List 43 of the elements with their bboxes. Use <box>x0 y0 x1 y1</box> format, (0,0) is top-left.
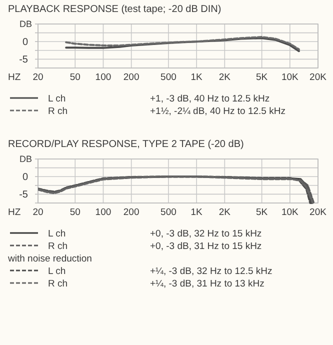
x-axis-title: HZ <box>8 207 21 218</box>
legend-label: R ch <box>48 106 68 117</box>
x-tick-label: 2K <box>218 72 232 83</box>
y-tick-label: 0 <box>22 37 28 48</box>
x-tick-label: 500 <box>160 207 176 218</box>
chart-title: RECORD/PLAY RESPONSE, TYPE 2 TAPE (-20 dB) <box>8 139 244 150</box>
legend-label: L ch <box>48 228 66 240</box>
x-tick-label: 20K <box>310 207 328 218</box>
chart-title: PLAYBACK RESPONSE (test tape; -20 dB DIN) <box>8 4 222 15</box>
legend-label: L ch <box>48 94 66 104</box>
x-tick-label: 50 <box>70 207 80 218</box>
text: +0, -3 dB, 32 Hz to 15 kHz <box>150 228 262 240</box>
x-tick-label: 10K <box>281 207 300 218</box>
text: +1, -3 dB, 40 Hz to 12.5 kHz <box>150 94 270 104</box>
x-axis-title: HZ <box>8 72 21 83</box>
x-tick-label: 1K <box>190 207 204 218</box>
x-tick-label: 100 <box>95 207 112 218</box>
x-tick-label: 50 <box>70 72 80 83</box>
x-tick-label: 100 <box>95 72 112 83</box>
y-axis-title: DB <box>19 154 32 164</box>
x-tick-label: 2K <box>218 207 232 218</box>
text: with noise reduction <box>7 254 92 264</box>
y-axis-title: DB <box>19 19 32 30</box>
text: +¼, -3 dB, 31 Hz to 13 kHz <box>150 278 265 290</box>
y-tick-label: 0 <box>22 172 28 184</box>
text: +1½, -2¼ dB, 40 Hz to 12.5 kHz <box>150 106 286 117</box>
text: +0, -3 dB, 31 Hz to 15 kHz <box>150 241 262 252</box>
x-tick-label: 5K <box>256 207 268 218</box>
x-tick-label: 20 <box>32 72 44 83</box>
legend-label: R ch <box>48 241 68 252</box>
legend-label: R ch <box>48 278 68 290</box>
y-tick-label: -5 <box>19 190 28 201</box>
y-tick-label: -5 <box>19 54 28 66</box>
x-tick-label: 5K <box>256 72 268 83</box>
text: +¼, -3 dB, 32 Hz to 12.5 kHz <box>150 266 272 277</box>
x-tick-label: 200 <box>123 207 140 218</box>
x-tick-label: 500 <box>160 72 176 83</box>
x-tick-label: 10K <box>281 72 300 83</box>
legend-label: L ch <box>48 266 66 277</box>
x-tick-label: 20K <box>310 72 328 83</box>
x-tick-label: 20 <box>32 207 44 218</box>
x-tick-label: 200 <box>123 72 140 83</box>
x-tick-label: 1K <box>190 72 204 83</box>
